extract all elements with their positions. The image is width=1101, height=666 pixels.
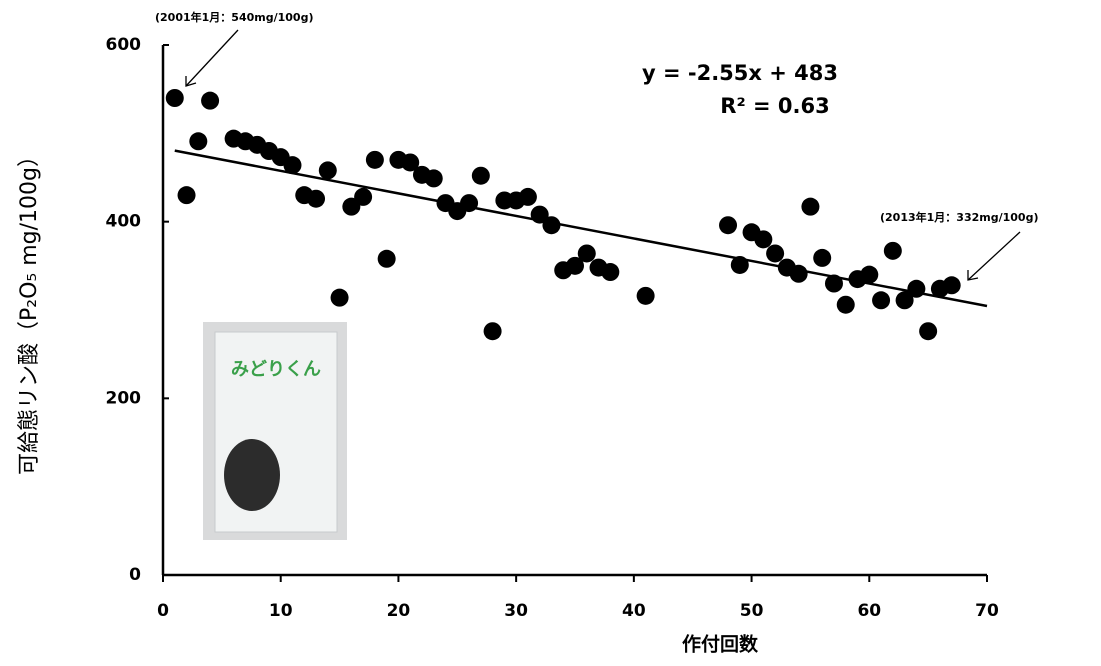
annotation: (2001年1月：540mg/100g) xyxy=(155,10,313,24)
point xyxy=(365,150,384,169)
point xyxy=(836,295,855,314)
point xyxy=(813,248,832,267)
point xyxy=(577,244,596,263)
x-tick-label: 40 xyxy=(622,601,646,621)
point xyxy=(471,166,490,185)
x-tick-label: 50 xyxy=(740,601,764,621)
bag-label: みどりくん xyxy=(231,359,321,380)
x-axis-label: 作付回数 xyxy=(682,633,759,656)
point xyxy=(189,132,208,151)
arrow-head xyxy=(185,76,197,87)
point xyxy=(177,186,196,205)
point xyxy=(801,197,820,216)
inset-photo: みどりくん xyxy=(203,322,347,540)
point xyxy=(460,194,479,213)
point xyxy=(165,89,184,107)
point xyxy=(318,161,337,180)
equation: y = -2.55x + 483 xyxy=(642,61,838,85)
point xyxy=(730,255,749,274)
y-tick-label: 400 xyxy=(106,212,142,232)
y-tick-label: 200 xyxy=(106,388,142,408)
point xyxy=(754,230,773,249)
point xyxy=(377,249,396,268)
point xyxy=(542,216,561,235)
point xyxy=(424,169,443,188)
bag-graphic xyxy=(224,439,280,511)
x-tick-label: 0 xyxy=(157,601,169,621)
point xyxy=(483,322,502,341)
point xyxy=(919,322,938,341)
arrow xyxy=(185,29,239,87)
point xyxy=(330,288,349,307)
point xyxy=(766,244,785,263)
point xyxy=(942,276,961,295)
point xyxy=(824,274,843,293)
y-axis-label: 可給態リン酸（P₂O₅ mg/100g） xyxy=(17,145,42,475)
x-tick-label: 20 xyxy=(387,601,411,621)
point xyxy=(907,279,926,298)
y-tick-label: 0 xyxy=(129,565,141,585)
point xyxy=(789,264,808,283)
point xyxy=(636,286,655,305)
arrow-head xyxy=(967,270,979,281)
point xyxy=(401,153,420,172)
x-tick-label: 70 xyxy=(975,601,999,621)
r-squared: R² = 0.63 xyxy=(720,94,829,118)
point xyxy=(566,256,584,275)
point xyxy=(307,189,326,208)
point xyxy=(860,265,879,284)
point xyxy=(354,187,373,206)
y-tick-label: 600 xyxy=(106,35,142,55)
x-tick-label: 60 xyxy=(857,601,881,621)
point xyxy=(719,216,738,235)
point xyxy=(895,291,914,310)
arrow xyxy=(967,231,1021,281)
x-tick-label: 10 xyxy=(269,601,293,621)
point xyxy=(201,91,220,110)
point xyxy=(518,187,537,206)
point xyxy=(883,241,902,260)
point xyxy=(530,205,549,224)
point xyxy=(283,156,302,175)
point xyxy=(872,291,891,310)
point xyxy=(601,263,620,282)
annotation: (2013年1月：332mg/100g) xyxy=(880,210,1038,224)
x-tick-label: 30 xyxy=(504,601,528,621)
